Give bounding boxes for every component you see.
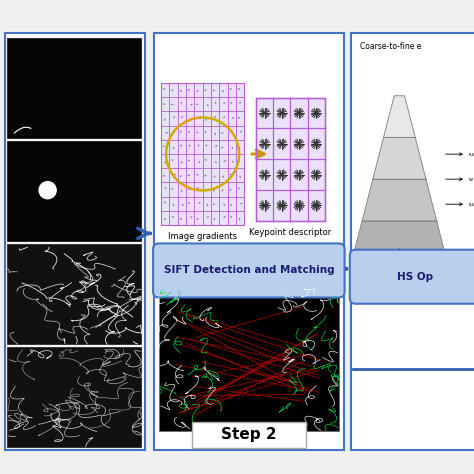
Circle shape — [39, 182, 56, 199]
Text: Image gradients: Image gradients — [168, 232, 237, 241]
Bar — [256, 98, 325, 221]
Text: run: run — [468, 202, 474, 207]
Text: image $I_{s-1}$: image $I_{s-1}$ — [379, 246, 410, 255]
FancyBboxPatch shape — [153, 244, 345, 298]
Polygon shape — [362, 179, 437, 221]
Text: run: run — [468, 152, 474, 156]
FancyBboxPatch shape — [350, 250, 474, 304]
Text: Gaussian pyr: Gaussian pyr — [374, 274, 425, 283]
Bar — [5, 33, 145, 450]
Bar — [7, 38, 142, 138]
Text: SIFT Detection and Matching: SIFT Detection and Matching — [164, 265, 334, 275]
Polygon shape — [383, 96, 415, 137]
Text: Coarse-to-fine e: Coarse-to-fine e — [360, 42, 421, 51]
Text: Keypoint descriptor: Keypoint descriptor — [249, 228, 331, 237]
Bar — [154, 33, 344, 450]
Bar — [351, 33, 474, 450]
Polygon shape — [373, 137, 426, 179]
Text: Step 2: Step 2 — [221, 428, 277, 442]
Bar — [161, 83, 244, 225]
Bar — [7, 141, 142, 242]
Polygon shape — [351, 221, 447, 263]
Text: w: w — [468, 177, 473, 182]
Bar — [159, 289, 339, 431]
Bar — [7, 244, 142, 345]
Bar — [192, 422, 306, 448]
Bar — [7, 347, 142, 448]
Text: HS Op: HS Op — [397, 272, 433, 282]
